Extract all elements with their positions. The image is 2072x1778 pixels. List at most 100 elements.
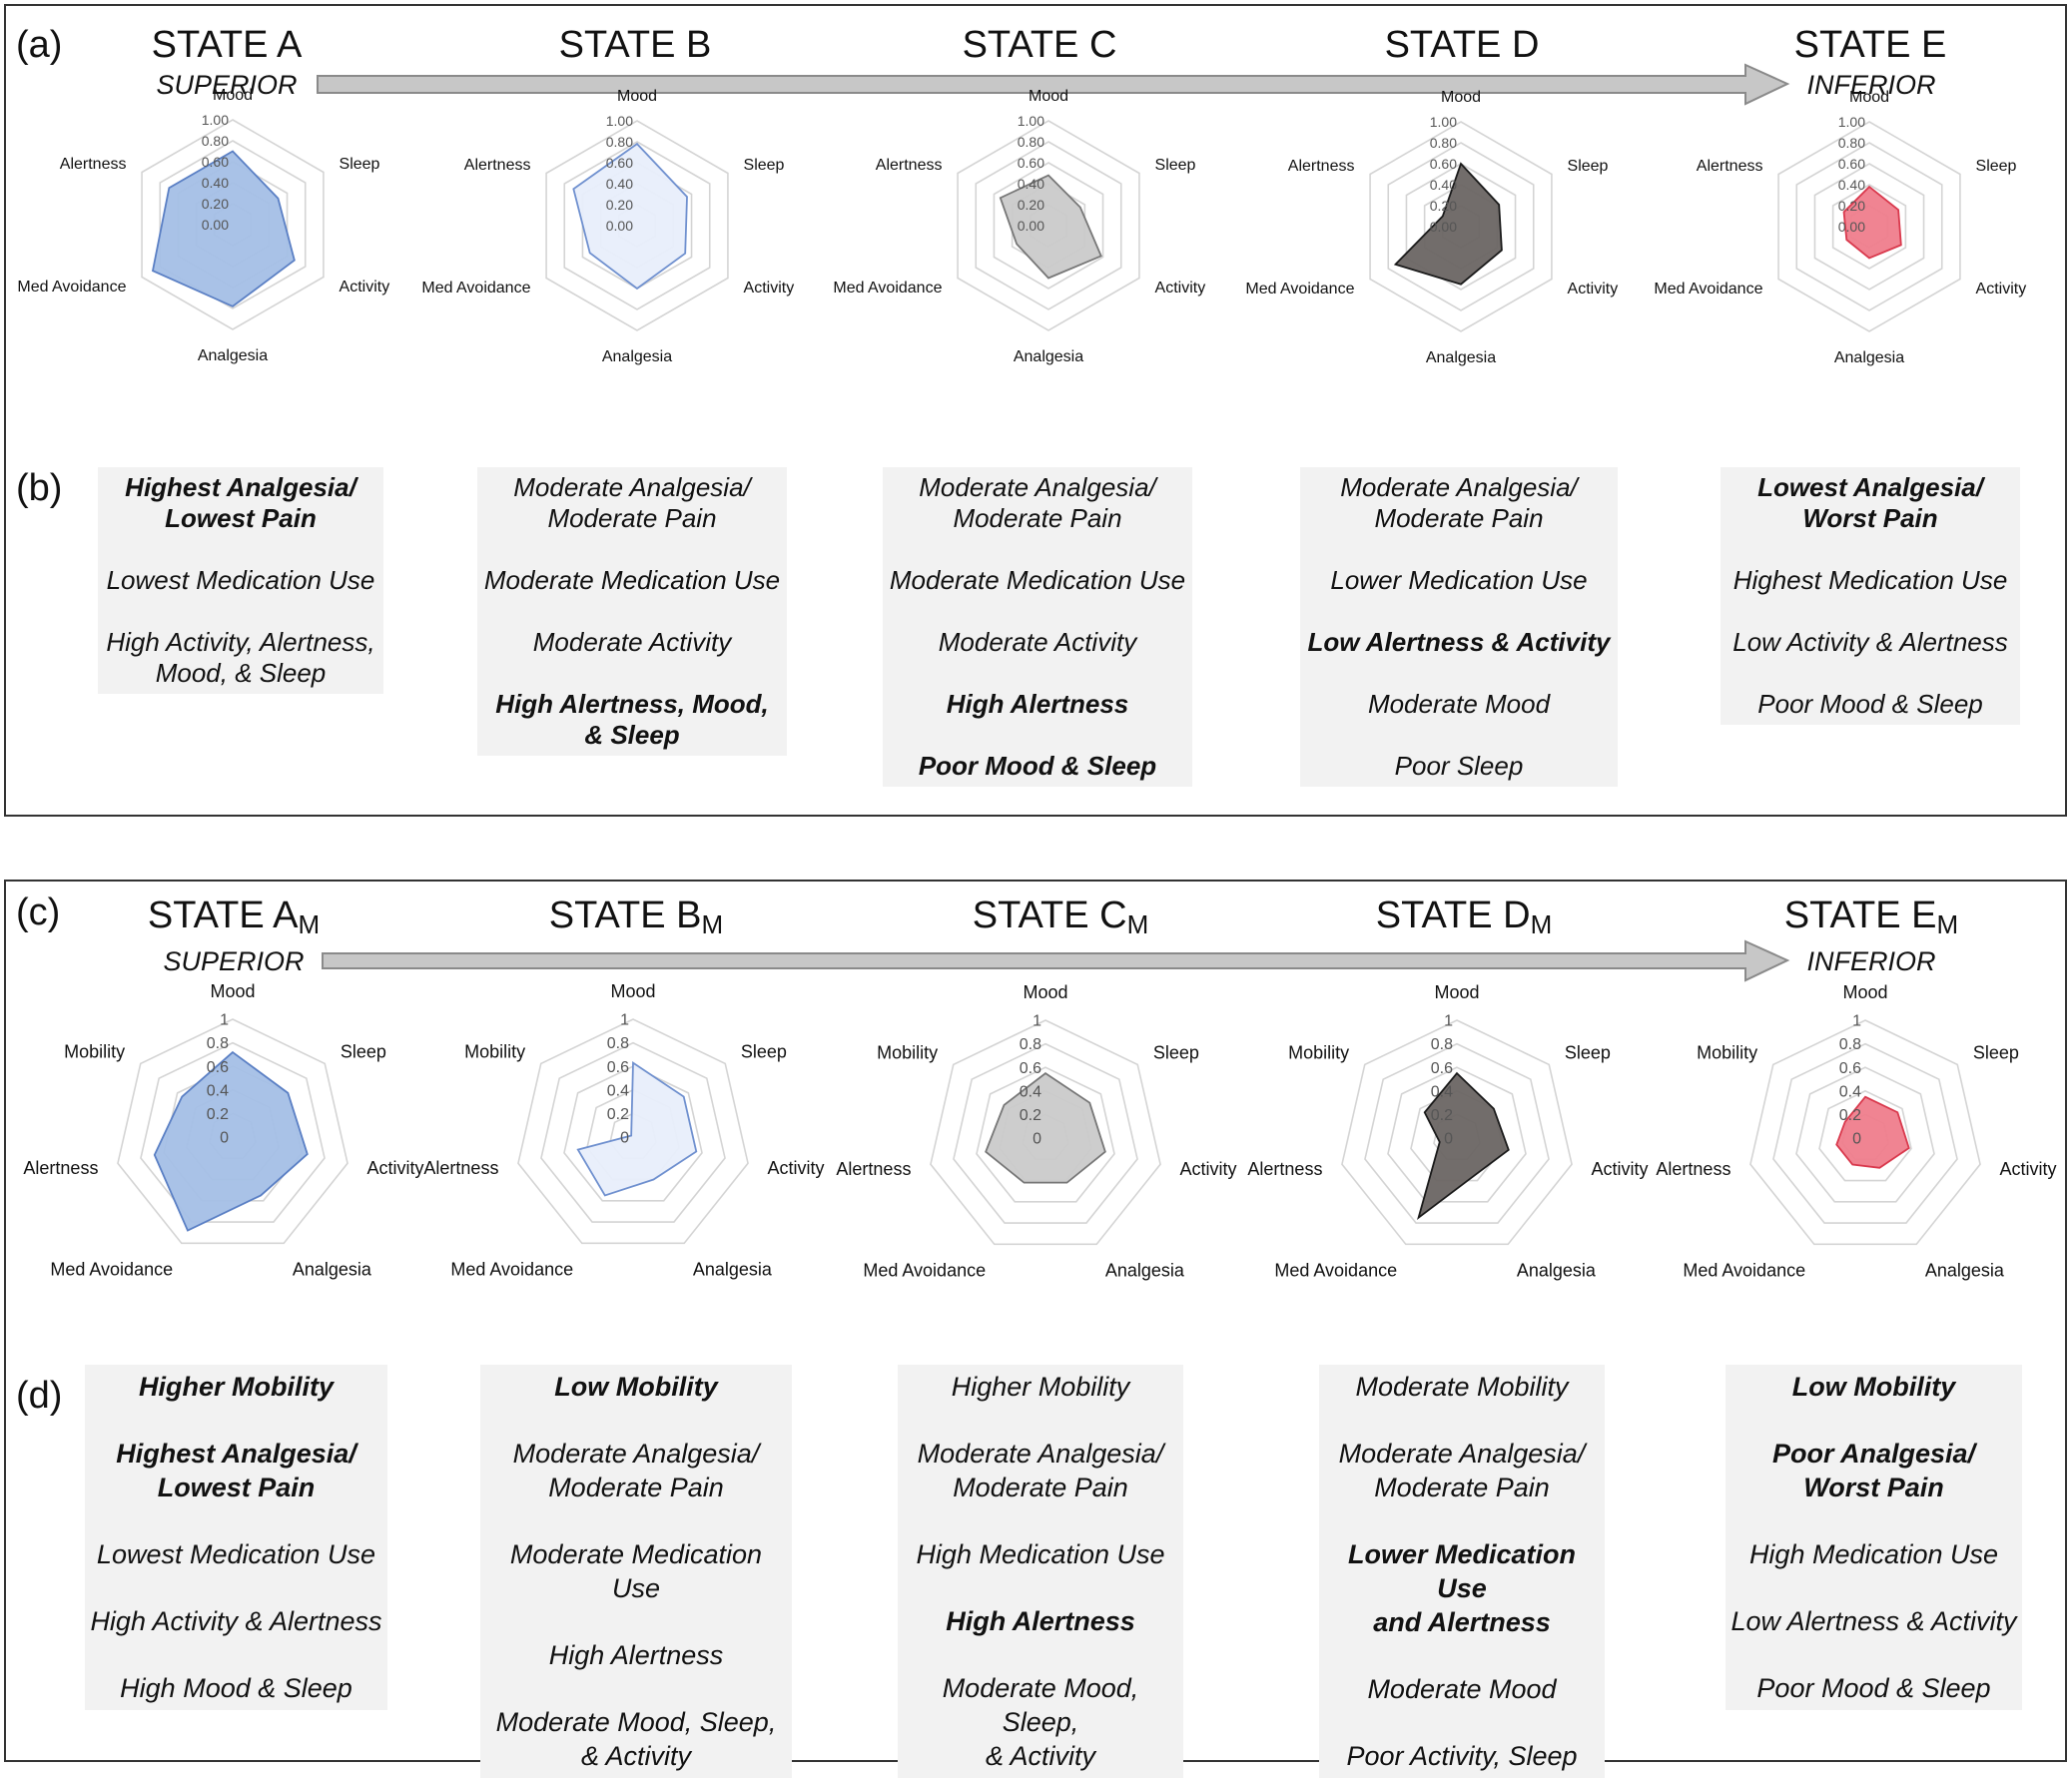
axis-label: Mobility: [877, 1042, 938, 1062]
description-line: Highest Analgesia/ Lowest Pain: [116, 1439, 356, 1502]
grid-ring: [517, 1018, 749, 1245]
grid-ring: [1341, 1019, 1573, 1246]
tick-label: 1: [620, 1012, 629, 1029]
tick-label: 0.8: [1839, 1036, 1861, 1053]
tick-label: 0.8: [607, 1035, 629, 1052]
description-line: Poor Sleep: [1394, 751, 1524, 781]
grid-ring: [1777, 121, 1961, 332]
panel-label-c: (c): [16, 891, 61, 933]
axis-label: Med Avoidance: [421, 280, 530, 296]
tick-label: 0: [220, 1130, 229, 1147]
tick-label: 0.6: [207, 1059, 229, 1076]
tick-label: 1: [1444, 1013, 1453, 1030]
tick-label: 0.60: [1430, 156, 1457, 172]
tick-label: 0.6: [1839, 1060, 1861, 1077]
tick-label: 0.40: [606, 176, 633, 192]
bottom-radar-2: 0 0.2 0.4 0.6 0.8 1 Mood Sleep Activity Analgesia…: [836, 982, 1236, 1281]
axis-label: Sleep: [1973, 1042, 2019, 1062]
state-title-e: STATE E: [1793, 24, 1947, 66]
tick-label: 1.00: [1018, 113, 1044, 129]
axis-label: Sleep: [1565, 1042, 1611, 1062]
axis-label: Sleep: [1153, 1042, 1199, 1062]
grid-ring: [159, 140, 307, 309]
axis-label: Sleep: [741, 1041, 787, 1061]
bottom-radar-4: 0 0.2 0.4 0.6 0.8 1 Mood Sleep Activity Analgesia…: [1656, 982, 2056, 1281]
axis-label: Analgesia: [198, 347, 268, 364]
state-title-am: STATE AM: [147, 894, 321, 939]
axis-label: Analgesia: [602, 348, 672, 365]
description-line: Moderate Mood: [1367, 689, 1551, 719]
axis-label: Alertness: [1656, 1159, 1730, 1179]
description-line: Moderate Analgesia/ Moderate Pain: [1338, 1439, 1586, 1502]
description-line: Low Activity & Alertness: [1732, 627, 2008, 657]
tick-label: 0.2: [1839, 1107, 1861, 1124]
grid-ring: [957, 120, 1140, 331]
tick-label: 0: [1852, 1131, 1861, 1148]
tick-label: 1: [1852, 1013, 1861, 1030]
bottom-description-box-3: Moderate Mobility Moderate Analgesia/ Mod…: [1319, 1365, 1605, 1778]
axis-label: Sleep: [1976, 158, 2017, 175]
grid-ring: [1364, 1042, 1550, 1224]
tick-label: 0.8: [1431, 1036, 1453, 1053]
axis-label: Sleep: [744, 157, 785, 174]
axis-label: Med Avoidance: [863, 1261, 986, 1281]
bottom-radar-1: 0 0.2 0.4 0.6 0.8 1 Mood Sleep Activity Analgesia…: [423, 981, 824, 1280]
tick-label: 0.6: [1431, 1060, 1453, 1077]
tick-label: 1: [220, 1012, 229, 1029]
tick-label: 0.80: [1018, 134, 1044, 150]
tick-label: 1.00: [606, 113, 633, 129]
tick-label: 0.40: [1018, 176, 1044, 192]
description-line: High Activity & Alertness: [90, 1606, 382, 1636]
grid-ring: [1813, 163, 1925, 291]
description-line: Moderate Mood: [1367, 1674, 1557, 1704]
description-line: Low Alertness & Activity: [1307, 627, 1611, 657]
panel-top: [4, 4, 2067, 817]
tick-label: 0: [1444, 1131, 1453, 1148]
axis-label: Mobility: [1697, 1042, 1757, 1062]
description-line: Higher Mobility: [951, 1372, 1130, 1402]
tick-label: 0.00: [202, 217, 229, 233]
tick-label: 0.80: [202, 133, 229, 149]
axis-label: Activity: [340, 279, 390, 296]
grid-ring: [976, 1066, 1115, 1203]
tick-label: 0.80: [606, 134, 633, 150]
state-title-bm: STATE BM: [548, 894, 724, 939]
grid-ring: [1795, 1066, 1935, 1203]
axis-label: Alertness: [60, 156, 127, 173]
axis-label: Med Avoidance: [50, 1260, 173, 1280]
description-line: Higher Mobility: [139, 1372, 334, 1402]
tick-label: 0.20: [202, 196, 229, 212]
axis-label: Activity: [1568, 281, 1619, 297]
top-description-box-4: Lowest Analgesia/ Worst Pain Highest Medi…: [1721, 467, 2020, 725]
description-line: Low Mobility: [1791, 1372, 1956, 1402]
axis-label: Sleep: [1568, 158, 1609, 175]
bottom-description-box-2: Higher Mobility Moderate Analgesia/ Moder…: [898, 1365, 1183, 1778]
axis-label: Sleep: [340, 156, 380, 173]
description-line: High Activity, Alertness, Mood, & Sleep: [106, 627, 375, 688]
tick-label: 0: [620, 1130, 629, 1147]
top-radar-3: 0.00 0.20 0.40 0.60 0.80 1.00 Mood Sleep Activit…: [1245, 89, 1619, 366]
series-area: [985, 1071, 1106, 1184]
state-title-cm: STATE CM: [972, 894, 1149, 939]
state-title-c: STATE C: [962, 24, 1117, 66]
grid-ring: [563, 141, 711, 310]
description-line: Low Mobility: [554, 1372, 718, 1402]
description-line: Moderate Analgesia/ Moderate Pain: [919, 472, 1156, 533]
axis-label: Alertness: [1288, 158, 1355, 175]
description-line: Moderate Activity: [938, 627, 1137, 657]
series-area: [1417, 1071, 1510, 1221]
top-description-box-0: Highest Analgesia/ Lowest Pain Lowest Med…: [98, 467, 383, 694]
description-line: Moderate Activity: [532, 627, 732, 657]
description-line: High Alertness: [548, 1640, 724, 1670]
top-description-box-3: Moderate Analgesia/ Moderate Pain Lower M…: [1300, 467, 1618, 787]
tick-label: 0.00: [606, 218, 633, 234]
series-area: [572, 142, 688, 291]
axis-label: Mood: [213, 87, 253, 104]
top-radar-2: 0.00 0.20 0.40 0.60 0.80 1.00 Mood Sleep Activit…: [833, 88, 1205, 365]
tick-label: 0.4: [607, 1082, 629, 1099]
axis-label: Mobility: [64, 1041, 125, 1061]
description-line: High Alertness, Mood, & Sleep: [495, 689, 769, 750]
grid-ring: [540, 1041, 726, 1223]
description-line: Lower Medication Use and Alertness: [1347, 1539, 1577, 1637]
description-line: Moderate Mood, Sleep, & Activity: [942, 1673, 1139, 1771]
